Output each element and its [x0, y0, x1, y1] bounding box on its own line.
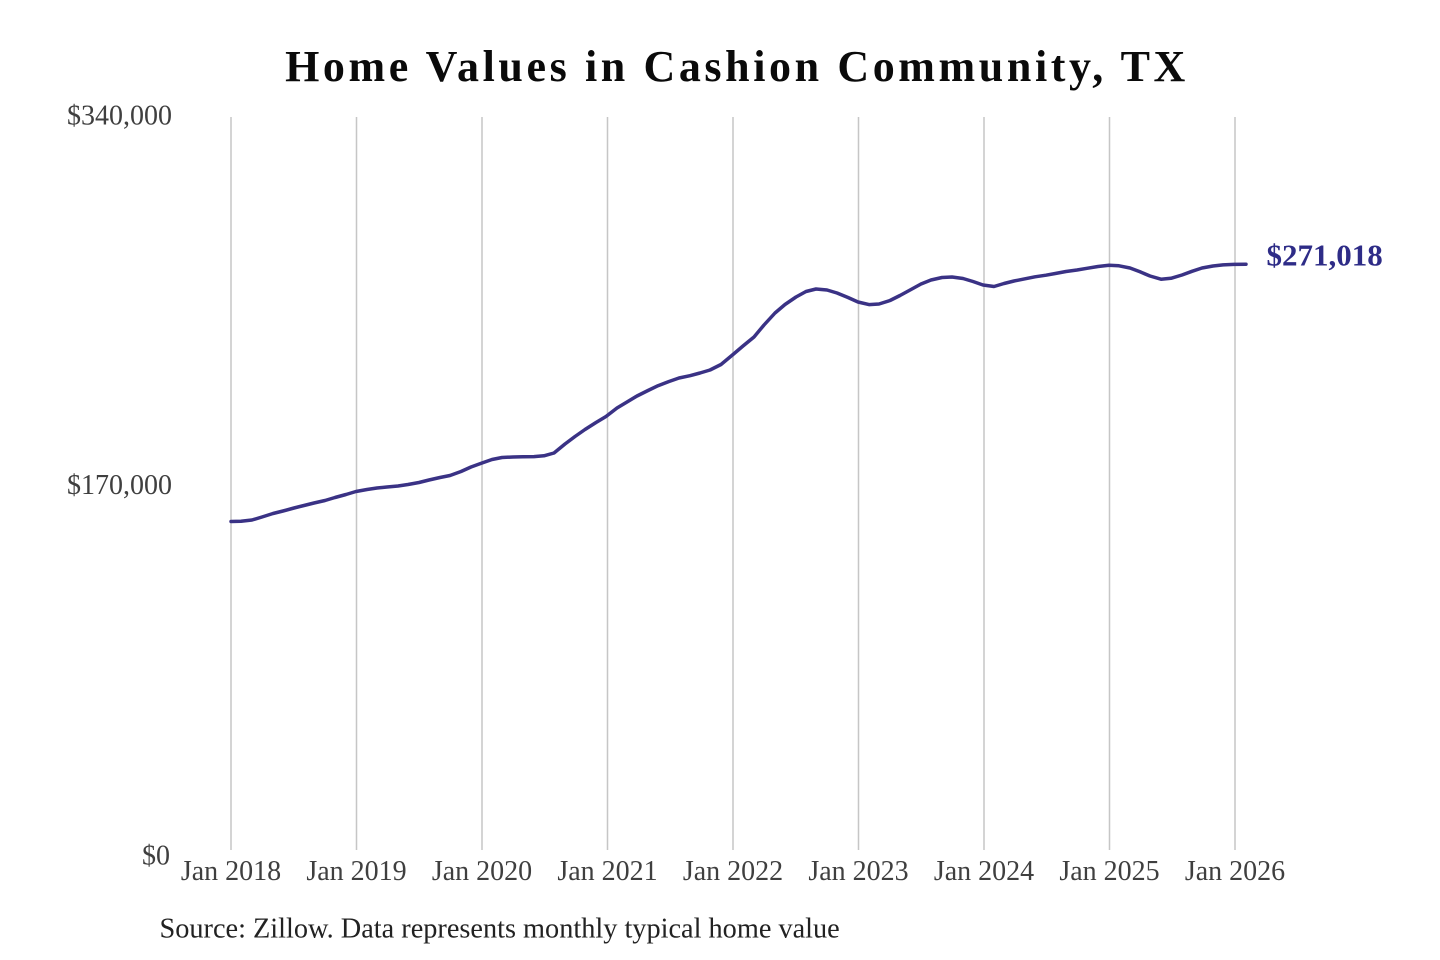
- svg-text:Jan 2025: Jan 2025: [1059, 856, 1159, 887]
- svg-text:Jan 2024: Jan 2024: [934, 856, 1034, 887]
- svg-text:Jan 2023: Jan 2023: [808, 856, 908, 887]
- svg-text:Source: Zillow. Data represent: Source: Zillow. Data represents monthly …: [160, 914, 840, 945]
- svg-text:Home Values in Cashion Communi: Home Values in Cashion Community, TX: [285, 42, 1189, 91]
- svg-text:Jan 2020: Jan 2020: [432, 856, 532, 887]
- svg-text:Jan 2026: Jan 2026: [1185, 856, 1285, 887]
- svg-text:$271,018: $271,018: [1267, 238, 1383, 273]
- svg-text:$340,000: $340,000: [67, 101, 172, 132]
- svg-text:Jan 2022: Jan 2022: [683, 856, 783, 887]
- svg-text:$0: $0: [142, 841, 170, 872]
- svg-text:$170,000: $170,000: [67, 470, 172, 501]
- svg-text:Jan 2018: Jan 2018: [181, 856, 281, 887]
- svg-text:Jan 2019: Jan 2019: [306, 856, 406, 887]
- svg-text:Jan 2021: Jan 2021: [557, 856, 657, 887]
